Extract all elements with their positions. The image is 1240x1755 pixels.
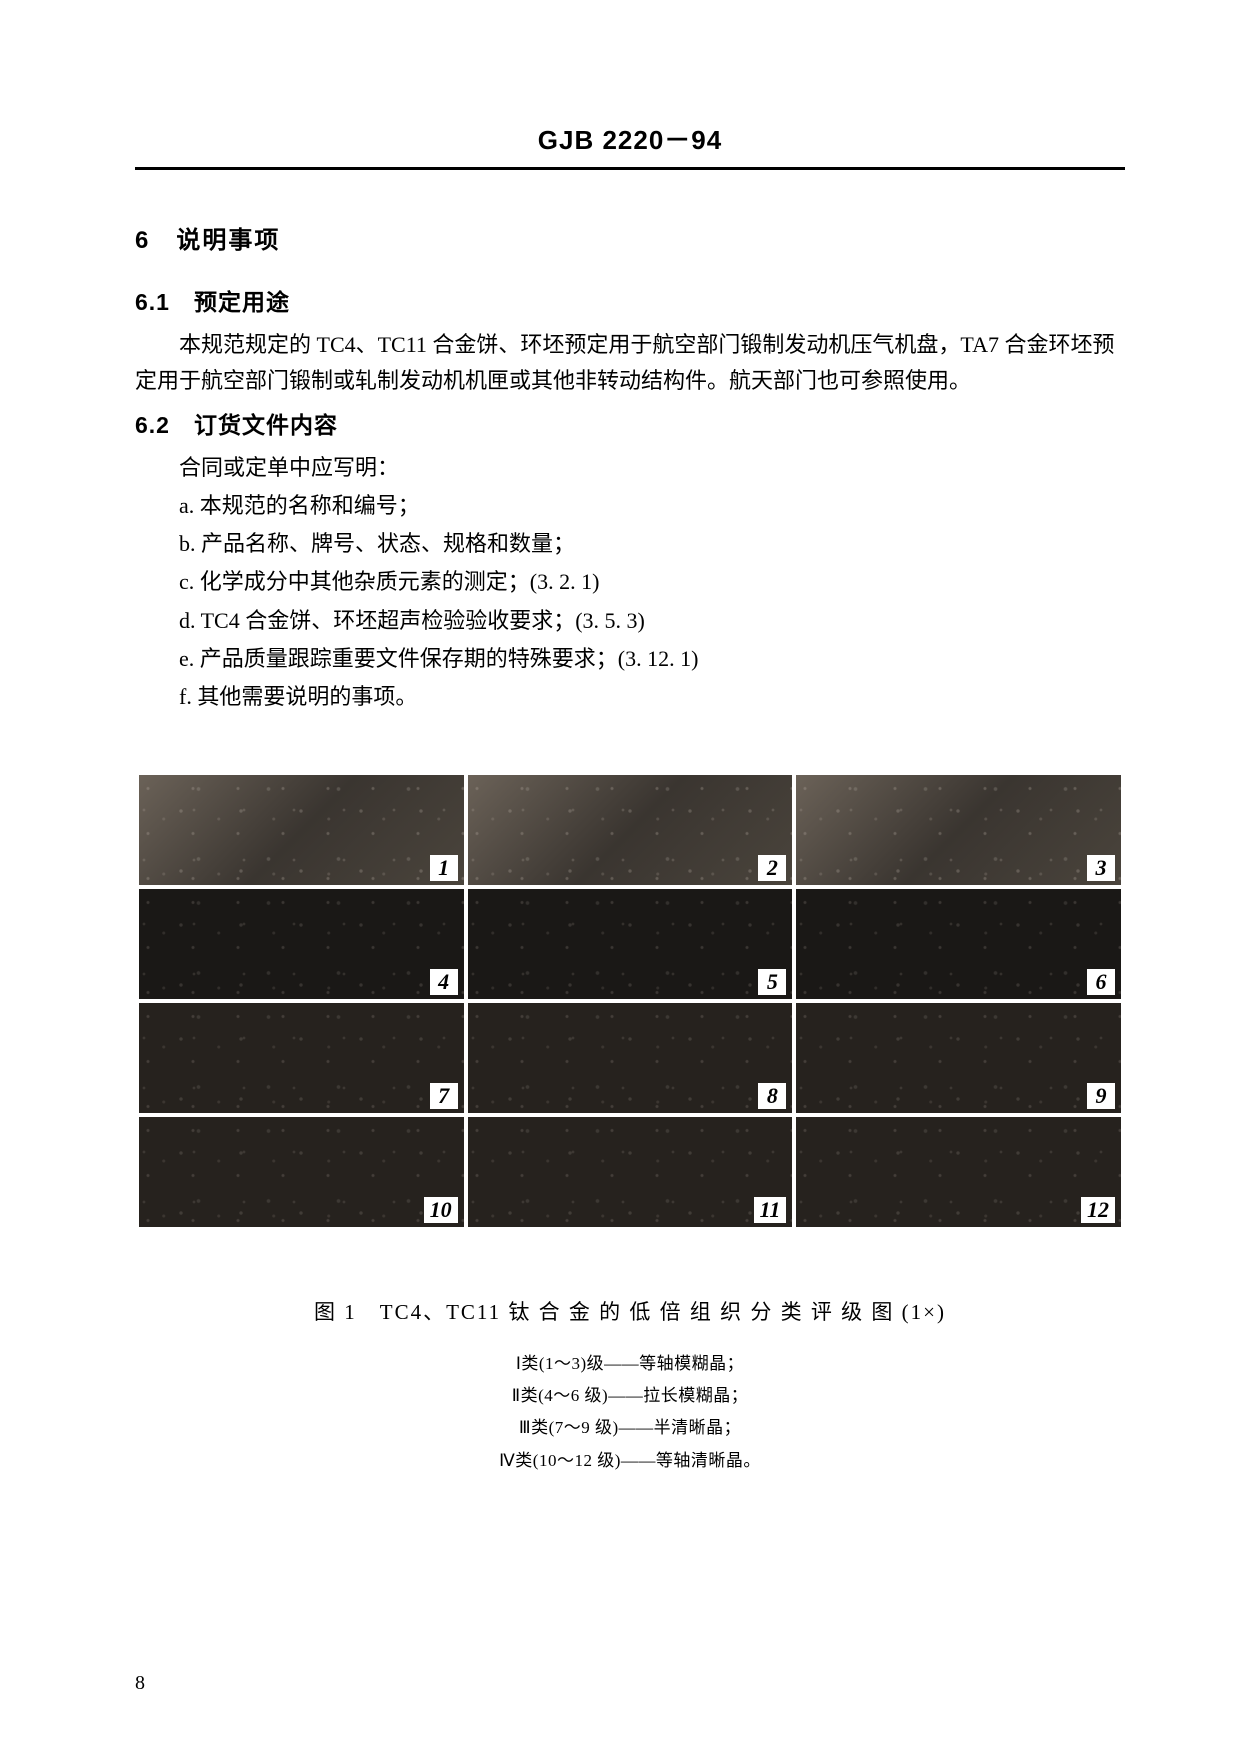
figure-sample-number: 4 — [430, 969, 458, 995]
list-item: f. 其他需要说明的事项。 — [135, 679, 1125, 715]
figure-sample-number: 5 — [758, 969, 786, 995]
list-item: e. 产品质量跟踪重要文件保存期的特殊要求；(3. 12. 1) — [135, 641, 1125, 677]
figure-sample-number: 7 — [430, 1083, 458, 1109]
figure-sample-cell: 10 — [139, 1117, 464, 1227]
figure-legend-line: Ⅲ类(7～9 级)——半清晰晶； — [135, 1412, 1125, 1444]
subsection-title: 订货文件内容 — [194, 412, 338, 438]
figure-sample-cell: 2 — [468, 775, 793, 885]
figure-1-block: 123456789101112 图 1 TC4、TC11 钛 合 金 的 低 倍… — [135, 771, 1125, 1477]
section-6-2-list: a. 本规范的名称和编号；b. 产品名称、牌号、状态、规格和数量；c. 化学成分… — [135, 488, 1125, 716]
figure-legend-line: Ⅱ类(4～6 级)——拉长模糊晶； — [135, 1380, 1125, 1412]
section-6-2-heading: 6.2 订货文件内容 — [135, 406, 1125, 440]
list-item: a. 本规范的名称和编号； — [135, 488, 1125, 524]
figure-sample-cell: 3 — [796, 775, 1121, 885]
figure-sample-number: 6 — [1087, 969, 1115, 995]
subsection-number: 6.2 — [135, 412, 170, 438]
figure-sample-number: 9 — [1087, 1083, 1115, 1109]
figure-sample-cell: 8 — [468, 1003, 793, 1113]
subsection-title: 预定用途 — [194, 289, 290, 315]
figure-sample-cell: 1 — [139, 775, 464, 885]
figure-1-title: 图 1 TC4、TC11 钛 合 金 的 低 倍 组 织 分 类 评 级 图 (… — [135, 1296, 1125, 1326]
figure-1-grid: 123456789101112 — [135, 771, 1125, 1231]
figure-legend-line: Ⅳ类(10～12 级)——等轴清晰晶。 — [135, 1445, 1125, 1477]
figure-1-legend: Ⅰ类(1～3)级——等轴模糊晶；Ⅱ类(4～6 级)——拉长模糊晶；Ⅲ类(7～9 … — [135, 1348, 1125, 1477]
list-item: d. TC4 合金饼、环坯超声检验验收要求；(3. 5. 3) — [135, 603, 1125, 639]
figure-sample-cell: 11 — [468, 1117, 793, 1227]
subsection-number: 6.1 — [135, 289, 170, 315]
figure-sample-number: 8 — [758, 1083, 786, 1109]
section-6-1-paragraph: 本规范规定的 TC4、TC11 合金饼、环坯预定用于航空部门锻制发动机压气机盘，… — [135, 327, 1125, 400]
figure-sample-number: 3 — [1087, 855, 1115, 881]
document-header: GJB 2220－94 — [135, 120, 1125, 170]
section-6-heading: 6 说明事项 — [135, 220, 1125, 255]
figure-sample-cell: 12 — [796, 1117, 1121, 1227]
figure-1-caption-block: 图 1 TC4、TC11 钛 合 金 的 低 倍 组 织 分 类 评 级 图 (… — [135, 1296, 1125, 1477]
standard-code: GJB 2220－94 — [538, 125, 722, 155]
list-item: c. 化学成分中其他杂质元素的测定；(3. 2. 1) — [135, 564, 1125, 600]
list-item: b. 产品名称、牌号、状态、规格和数量； — [135, 526, 1125, 562]
section-number: 6 — [135, 227, 150, 254]
figure-sample-cell: 4 — [139, 889, 464, 999]
figure-sample-cell: 9 — [796, 1003, 1121, 1113]
section-6-1-heading: 6.1 预定用途 — [135, 283, 1125, 317]
figure-sample-number: 1 — [430, 855, 458, 881]
figure-sample-number: 11 — [754, 1197, 787, 1223]
section-title: 说明事项 — [176, 227, 280, 254]
page-number: 8 — [135, 1672, 145, 1695]
figure-sample-number: 12 — [1081, 1197, 1115, 1223]
figure-legend-line: Ⅰ类(1～3)级——等轴模糊晶； — [135, 1348, 1125, 1380]
figure-sample-cell: 5 — [468, 889, 793, 999]
figure-sample-cell: 7 — [139, 1003, 464, 1113]
figure-sample-number: 10 — [424, 1197, 458, 1223]
figure-sample-number: 2 — [758, 855, 786, 881]
section-6-2-intro: 合同或定单中应写明： — [135, 450, 1125, 486]
figure-sample-cell: 6 — [796, 889, 1121, 999]
